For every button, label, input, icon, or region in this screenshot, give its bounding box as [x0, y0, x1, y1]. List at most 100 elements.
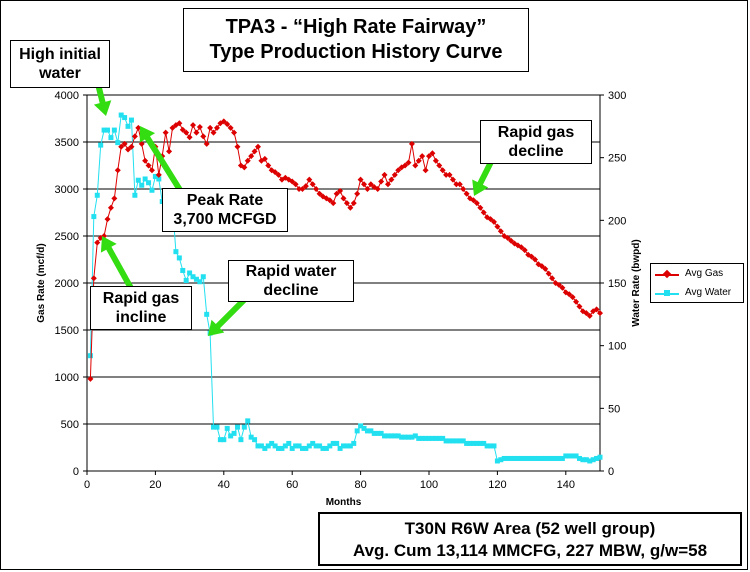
- data-point-gas: [309, 181, 316, 188]
- y-tick-label: 2000: [55, 278, 79, 290]
- data-point-gas: [224, 121, 231, 128]
- x-tick-label: 140: [557, 479, 575, 491]
- data-point-gas: [490, 218, 497, 225]
- data-point-water: [238, 437, 244, 443]
- callout-rapid-water-decline: Rapid water decline: [228, 260, 354, 302]
- legend-water-marker: [664, 290, 670, 296]
- summary-line2: Avg. Cum 13,114 MMCFG, 227 MBW, g/w=58: [352, 541, 708, 560]
- y-tick-label: 500: [61, 419, 79, 431]
- data-point-gas: [166, 148, 173, 155]
- data-point-gas: [248, 153, 255, 160]
- data-point-gas: [135, 124, 142, 131]
- data-point-water: [556, 455, 562, 461]
- data-point-water: [351, 440, 357, 446]
- y2-tick-label: 50: [608, 403, 620, 415]
- data-point-water: [542, 455, 548, 461]
- data-point-gas: [453, 181, 460, 188]
- data-point-water: [211, 424, 217, 430]
- data-point-gas: [367, 181, 374, 188]
- data-point-water: [498, 457, 504, 463]
- data-point-water: [375, 430, 381, 436]
- data-point-gas: [528, 253, 535, 260]
- data-point-gas: [504, 234, 511, 241]
- data-point-water: [429, 435, 435, 441]
- data-point-gas: [104, 216, 111, 223]
- data-point-water: [559, 455, 565, 461]
- data-point-water: [279, 445, 285, 451]
- data-point-water: [142, 176, 148, 182]
- data-point-gas: [477, 204, 484, 211]
- data-point-gas: [347, 204, 354, 211]
- data-point-gas: [220, 118, 227, 125]
- data-point-gas: [583, 310, 590, 317]
- data-point-water: [118, 112, 124, 118]
- data-point-gas: [138, 140, 145, 147]
- data-point-water: [91, 214, 97, 220]
- data-point-gas: [234, 143, 241, 150]
- data-point-water: [262, 445, 268, 451]
- data-point-water: [491, 443, 497, 449]
- data-point-water: [470, 440, 476, 446]
- y-tick-label: 2500: [55, 231, 79, 243]
- y-tick-label: 1500: [55, 325, 79, 337]
- data-point-water: [252, 437, 258, 443]
- data-point-water: [501, 455, 507, 461]
- data-point-water: [553, 455, 559, 461]
- arrow-rapid-gas-incline: [100, 236, 135, 292]
- data-point-water: [419, 435, 425, 441]
- data-point-water: [98, 142, 104, 148]
- data-point-water: [200, 274, 206, 280]
- arrow-rapid-water-decline: [208, 297, 247, 336]
- data-point-gas: [203, 140, 210, 147]
- data-point-water: [453, 438, 459, 444]
- data-point-water: [535, 455, 541, 461]
- summary-box: T30N R6W Area (52 well group) Avg. Cum 1…: [318, 512, 742, 566]
- data-point-gas: [227, 124, 234, 131]
- data-point-water: [532, 455, 538, 461]
- data-point-water: [457, 438, 463, 444]
- data-point-gas: [374, 186, 381, 192]
- data-point-water: [378, 430, 384, 436]
- data-point-water: [522, 455, 528, 461]
- y-tick-label: 3500: [55, 137, 79, 149]
- data-point-gas: [128, 143, 135, 150]
- callout-high-initial-water: High initial water: [10, 40, 110, 88]
- data-point-water: [245, 418, 251, 424]
- data-point-water: [337, 445, 343, 451]
- data-point-gas: [155, 171, 162, 178]
- data-point-gas: [422, 167, 429, 174]
- data-point-gas: [463, 190, 470, 197]
- data-point-water: [125, 123, 131, 129]
- callout-rapid-gas-incline: Rapid gas incline: [90, 286, 192, 330]
- data-point-gas: [542, 265, 549, 272]
- data-point-gas: [549, 275, 556, 282]
- series-layer: [87, 112, 603, 464]
- data-point-gas: [439, 167, 446, 174]
- data-point-water: [570, 453, 576, 459]
- data-point-water: [573, 453, 579, 459]
- data-point-gas: [148, 167, 155, 174]
- data-point-water: [255, 443, 261, 449]
- data-point-water: [385, 433, 391, 439]
- data-point-water: [320, 445, 326, 451]
- callout-line: decline: [508, 143, 564, 160]
- data-point-gas: [337, 187, 344, 194]
- data-point-water: [334, 440, 340, 446]
- y2-tick-label: 0: [608, 466, 614, 478]
- data-point-gas: [265, 162, 272, 169]
- data-point-water: [234, 424, 240, 430]
- data-point-water: [241, 424, 247, 430]
- data-point-water: [467, 440, 473, 446]
- data-point-water: [317, 443, 323, 449]
- callout-rapid-gas-decline: Rapid gas decline: [480, 120, 592, 164]
- data-point-water: [426, 435, 432, 441]
- x-axis-title: Months: [326, 497, 362, 508]
- data-point-gas: [569, 294, 576, 301]
- data-point-gas: [207, 124, 214, 131]
- legend-water-label: Avg Water: [685, 287, 732, 298]
- data-point-water: [87, 353, 93, 359]
- y-tick-label: 1000: [55, 372, 79, 384]
- data-point-gas: [432, 157, 439, 164]
- callout-line: incline: [115, 309, 167, 326]
